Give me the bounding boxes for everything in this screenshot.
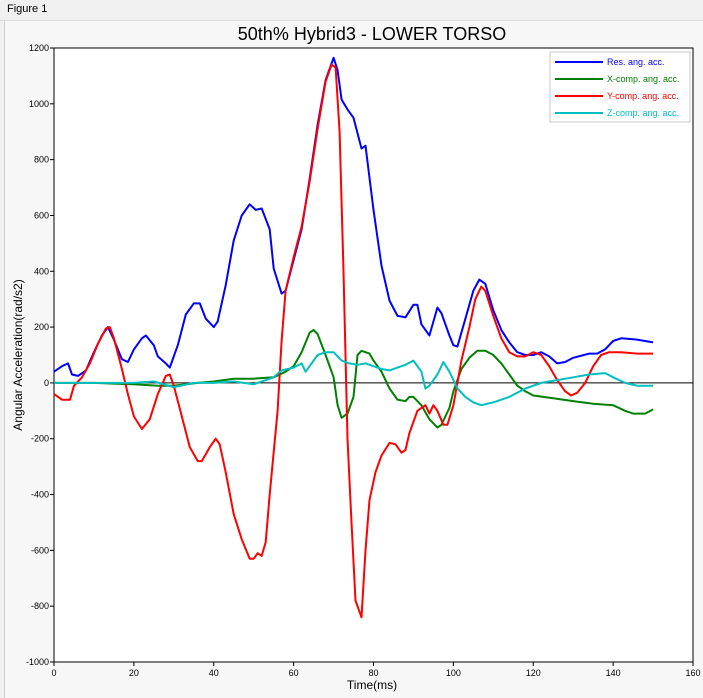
y-tick-label: -200 [31,434,49,444]
plot-area [53,47,694,663]
legend: Res. ang. acc. X-comp. ang. acc. Y-comp. a… [549,51,691,123]
y-tick-label: -400 [31,490,49,500]
y-tick-label: 600 [34,210,49,220]
y-tick-label: 0 [44,378,49,388]
x-tick-label: 140 [606,668,621,678]
window-title: Figure 1 [7,3,48,15]
y-axis-label: Angular Acceleration(rad/s2) [11,279,25,430]
legend-box [549,51,691,123]
x-tick-label: 0 [51,668,56,678]
y-tick-label: 1000 [29,99,49,109]
x-tick-label: 80 [368,668,378,678]
window-titlebar: Figure 1 [0,0,703,21]
y-tick-label: 200 [34,322,49,332]
y-tick-label: -600 [31,545,49,555]
chart-title: 50th% Hybrid3 - LOWER TORSO [238,24,506,44]
legend-label: X-comp. ang. acc. [607,74,680,84]
x-tick-label: 160 [685,668,700,678]
series-line-3 [54,351,654,407]
legend-label: Res. ang. acc. [607,57,665,67]
y-tick-label: 400 [34,266,49,276]
x-axis-label: Time(ms) [347,678,397,692]
y-tick-label: 800 [34,155,49,165]
x-tick-label: 100 [446,668,461,678]
series-line-2 [53,63,654,619]
series-line-0 [53,56,654,377]
x-tick-label: 120 [526,668,541,678]
y-tick-label: -800 [31,601,49,611]
y-tick-label: 1200 [29,43,49,53]
x-tick-label: 40 [209,668,219,678]
legend-label: Y-comp. ang. acc. [607,91,679,101]
x-tick-label: 20 [129,668,139,678]
legend-label: Z-comp. ang. acc. [607,108,679,118]
x-tick-label: 60 [289,668,299,678]
y-tick-label: -1000 [26,657,49,667]
